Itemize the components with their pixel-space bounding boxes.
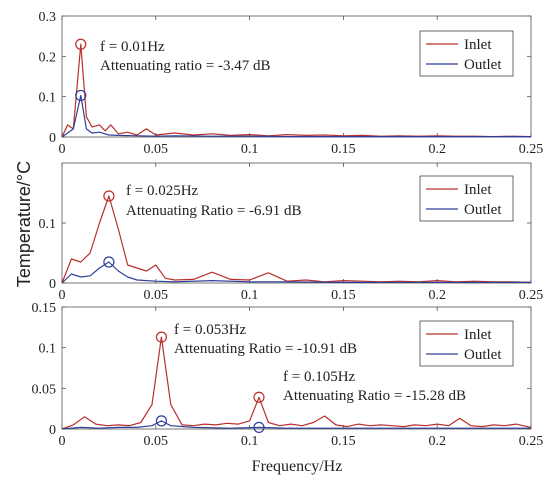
chart-panel-1: 0 0.05 0.1 0.15 0.2 0.25 0 0.1 0.2 0.3 f = 0.01Hz A…	[39, 10, 544, 157]
legend: Inlet Outlet	[419, 175, 514, 222]
x-tick-label: 0.1	[241, 142, 259, 157]
series-line-inlet	[61, 336, 532, 430]
series-line-outlet	[61, 94, 531, 138]
series-line-outlet	[61, 261, 531, 284]
peak-marker-outlet	[103, 256, 115, 268]
peak-marker-inlet	[103, 190, 115, 202]
y-tick-label: 0.3	[39, 10, 57, 25]
peak-marker-outlet	[155, 415, 168, 427]
x-tick-label: 0.1	[241, 434, 259, 449]
x-tick-label: 0	[59, 434, 66, 449]
y-tick-label: 0.2	[39, 50, 57, 65]
legend-box	[419, 320, 514, 367]
panels-group: 0 0.05 0.1 0.15 0.2 0.25 0 0.1 0.2 0.3 f = 0.01Hz A…	[32, 10, 544, 449]
annotation-text: Attenuating Ratio = -15.28 dB	[283, 388, 466, 404]
x-axis-label: Frequency/Hz	[252, 458, 343, 475]
peak-marker-outlet	[253, 421, 265, 433]
peak-marker-inlet	[253, 391, 265, 403]
series-line-outlet	[61, 420, 531, 430]
x-tick-label: 0.2	[428, 434, 446, 449]
series-line-inlet	[61, 195, 532, 284]
x-tick-label: 0.15	[331, 288, 356, 303]
x-tick-label: 0	[59, 142, 66, 157]
plot-frame	[61, 306, 532, 430]
annotation-text: f = 0.105Hz	[283, 369, 356, 385]
chart-panel-2: 0 0.05 0.1 0.15 0.2 0.25 0 0.1 f = 0.025Hz Attenu…	[39, 162, 544, 303]
x-tick-label: 0.1	[241, 288, 259, 303]
x-tick-label: 0.05	[144, 142, 169, 157]
x-tick-label: 0.2	[428, 142, 446, 157]
annotation-text: Attenuating ratio = -3.47 dB	[100, 58, 271, 74]
legend-label-outlet: Outlet	[464, 347, 502, 363]
x-tick-label: 0.2	[428, 288, 446, 303]
y-tick-label: 0.1	[39, 342, 57, 357]
legend-box	[419, 175, 514, 222]
legend-label-inlet: Inlet	[464, 37, 492, 53]
y-tick-label: 0.05	[32, 382, 57, 397]
legend: Inlet Outlet	[419, 30, 514, 77]
legend-label-inlet: Inlet	[464, 327, 492, 343]
y-tick-label: 0.1	[39, 91, 57, 106]
peak-marker-outlet	[75, 89, 87, 102]
y-tick-label: 0	[49, 131, 56, 146]
y-tick-label: 0	[49, 277, 56, 292]
chart-panel-3: 0 0.05 0.1 0.15 0.2 0.25 0 0.05 0.1 0.15 f = 0.053…	[32, 301, 544, 449]
legend-label-outlet: Outlet	[464, 202, 502, 218]
y-axis-label: Temperature/°C	[14, 161, 34, 287]
x-tick-label: 0.25	[519, 142, 544, 157]
annotation-text: f = 0.01Hz	[100, 39, 165, 55]
y-tick-label: 0	[49, 423, 56, 438]
x-tick-label: 0.15	[331, 142, 356, 157]
peak-marker-inlet	[155, 331, 168, 343]
x-tick-label: 0.05	[144, 288, 169, 303]
legend-box	[419, 30, 514, 77]
annotation-text: Attenuating Ratio = -6.91 dB	[126, 203, 302, 219]
legend: Inlet Outlet	[419, 320, 514, 367]
x-tick-label: 0	[59, 288, 66, 303]
legend-label-inlet: Inlet	[464, 182, 492, 198]
y-tick-label: 0.15	[32, 301, 57, 316]
peak-marker-inlet	[75, 38, 87, 50]
annotation-text: f = 0.025Hz	[126, 183, 199, 199]
legend-label-outlet: Outlet	[464, 57, 502, 73]
x-tick-label: 0.05	[144, 434, 169, 449]
x-tick-label: 0.25	[519, 288, 544, 303]
x-tick-label: 0.15	[331, 434, 356, 449]
x-tick-label: 0.25	[519, 434, 544, 449]
y-tick-label: 0.1	[39, 217, 57, 232]
annotation-text: Attenuating Ratio = -10.91 dB	[174, 341, 357, 357]
annotation-text: f = 0.053Hz	[174, 322, 247, 338]
